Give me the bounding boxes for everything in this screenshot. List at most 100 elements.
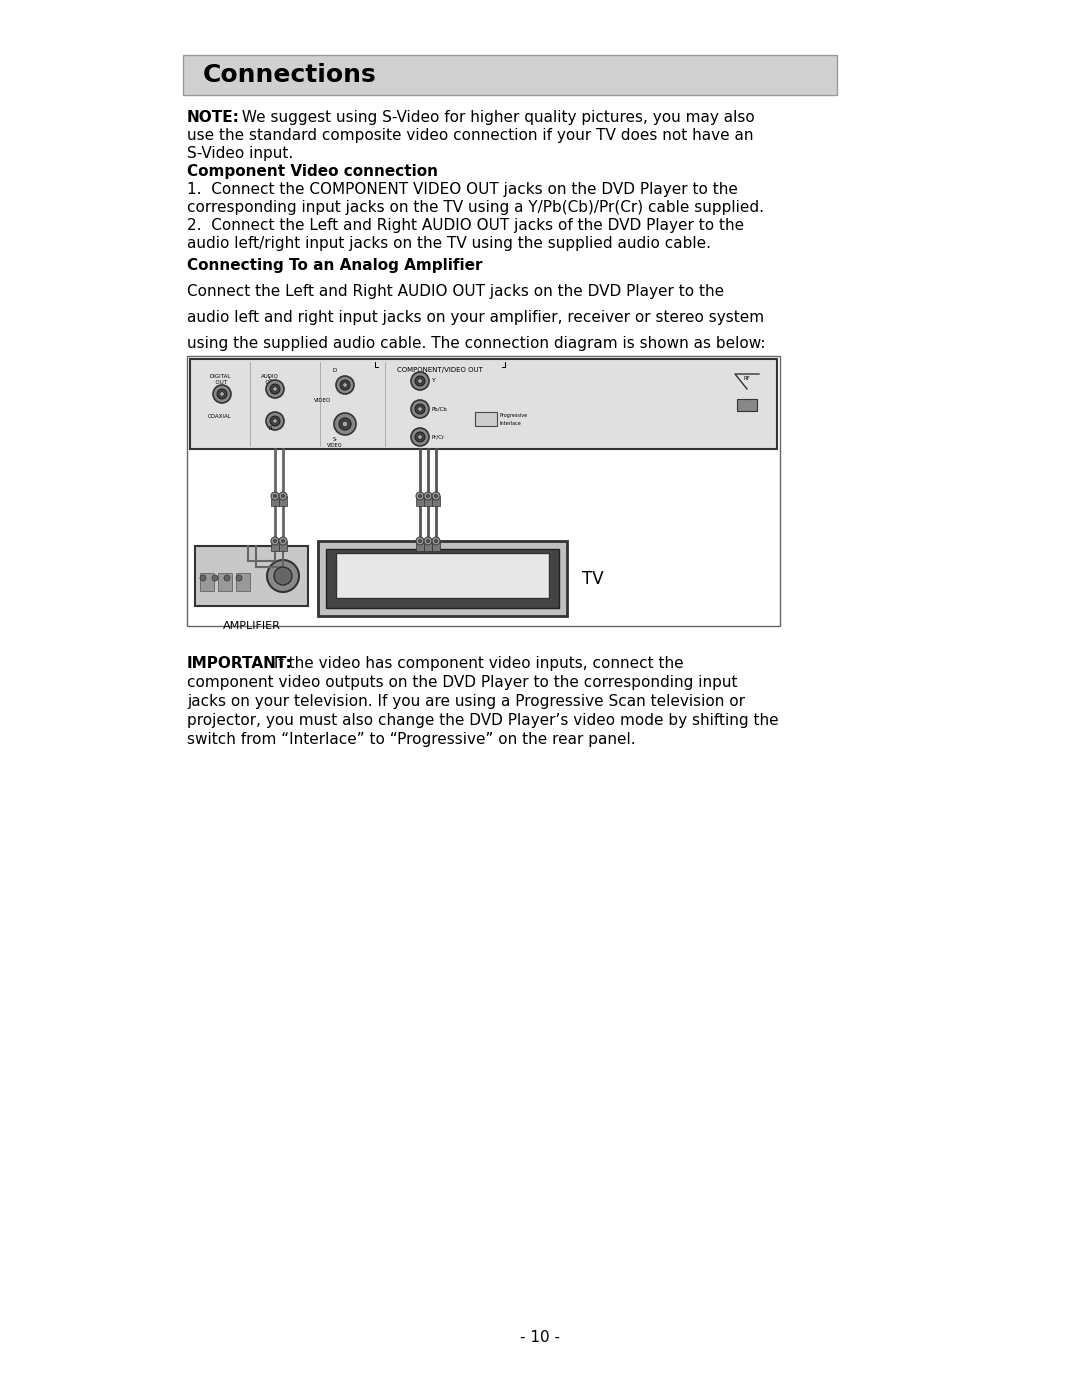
Bar [432,541,440,550]
Text: corresponding input jacks on the TV using a Y/Pb(Cb)/Pr(Cr) cable supplied.: corresponding input jacks on the TV usin… [187,200,764,215]
Circle shape [273,495,276,497]
Text: RF: RF [743,377,751,381]
Circle shape [270,416,280,426]
Bar [271,541,279,550]
Circle shape [273,387,278,391]
Circle shape [282,539,285,542]
Text: - 10 -: - 10 - [519,1330,561,1345]
Text: switch from “Interlace” to “Progressive” on the rear panel.: switch from “Interlace” to “Progressive”… [187,732,636,747]
Bar [190,359,777,448]
Circle shape [424,536,432,545]
Text: AMPLIFIER: AMPLIFIER [222,622,281,631]
Circle shape [279,536,287,545]
Text: Connections: Connections [203,63,377,87]
Bar [336,553,549,598]
Text: 2.  Connect the Left and Right AUDIO OUT jacks of the DVD Player to the: 2. Connect the Left and Right AUDIO OUT … [187,218,744,233]
Text: NOTE:: NOTE: [187,110,240,124]
Circle shape [224,576,230,581]
Circle shape [424,492,432,500]
Circle shape [279,492,287,500]
Circle shape [415,404,424,414]
Text: jacks on your television. If you are using a Progressive Scan television or: jacks on your television. If you are usi… [187,694,745,710]
Text: component video outputs on the DVD Player to the corresponding input: component video outputs on the DVD Playe… [187,675,738,690]
Bar [475,412,497,426]
Circle shape [273,419,278,423]
Circle shape [336,376,354,394]
Circle shape [418,434,422,439]
Text: IMPORTANT:: IMPORTANT: [187,657,293,671]
Circle shape [415,432,424,441]
Text: S-Video input.: S-Video input. [187,147,294,161]
Bar [416,541,424,550]
Bar [279,541,287,550]
Text: Component Video connection: Component Video connection [187,163,438,179]
Bar [326,549,559,608]
Circle shape [434,539,437,542]
Text: 1.  Connect the COMPONENT VIDEO OUT jacks on the DVD Player to the: 1. Connect the COMPONENT VIDEO OUT jacks… [187,182,738,197]
Text: Connecting To an Analog Amplifier: Connecting To an Analog Amplifier [187,258,483,272]
Text: Connect the Left and Right AUDIO OUT jacks on the DVD Player to the: Connect the Left and Right AUDIO OUT jac… [187,284,724,299]
Text: D: D [333,367,337,373]
Circle shape [266,412,284,430]
Text: Progressive: Progressive [499,414,527,418]
Text: S-
VIDEO: S- VIDEO [327,437,342,448]
Circle shape [432,536,440,545]
Text: We suggest using S-Video for higher quality pictures, you may also: We suggest using S-Video for higher qual… [237,110,755,124]
Text: audio left/right input jacks on the TV using the supplied audio cable.: audio left/right input jacks on the TV u… [187,236,711,251]
Bar [187,356,780,626]
Circle shape [271,536,279,545]
Bar [416,496,424,506]
Text: use the standard composite video connection if your TV does not have an: use the standard composite video connect… [187,129,754,142]
Text: TV: TV [582,570,604,588]
Circle shape [219,391,225,397]
Bar [195,546,308,606]
Bar [279,496,287,506]
Text: R: R [268,426,272,432]
Bar [737,400,757,411]
Text: Y: Y [432,379,436,384]
Bar [237,573,249,591]
Circle shape [334,414,356,434]
Circle shape [271,492,279,500]
Circle shape [432,492,440,500]
Circle shape [267,560,299,592]
Text: projector, you must also change the DVD Player’s video mode by shifting the: projector, you must also change the DVD … [187,712,779,728]
Text: DIGITAL
  OUT: DIGITAL OUT [210,374,231,384]
Text: AUDIO
  OUT: AUDIO OUT [261,374,279,384]
Bar [183,54,837,95]
Bar [432,496,440,506]
Text: COMPONENT/VIDEO OUT: COMPONENT/VIDEO OUT [397,367,483,373]
Text: VIDEO: VIDEO [314,398,332,404]
Circle shape [416,492,424,500]
Circle shape [270,384,280,394]
Circle shape [237,576,242,581]
Bar [218,573,232,591]
Bar [271,496,279,506]
Circle shape [411,427,429,446]
Text: Pb/Cb: Pb/Cb [432,407,448,412]
Circle shape [340,380,350,390]
Text: Pr/Cr: Pr/Cr [432,434,445,440]
Circle shape [273,539,276,542]
Circle shape [411,372,429,390]
Circle shape [415,376,424,386]
Circle shape [342,422,348,426]
Circle shape [217,388,227,400]
Circle shape [418,539,421,542]
Circle shape [411,400,429,418]
Text: L: L [269,376,271,381]
Text: Interlace: Interlace [499,420,521,426]
Circle shape [434,495,437,497]
Bar [424,496,432,506]
Bar [318,541,567,616]
Circle shape [212,576,218,581]
Circle shape [342,383,348,387]
Text: using the supplied audio cable. The connection diagram is shown as below:: using the supplied audio cable. The conn… [187,337,766,351]
Bar [424,541,432,550]
Bar [200,573,214,591]
Circle shape [418,407,422,411]
Text: COAXIAL: COAXIAL [208,414,232,419]
Circle shape [418,379,422,383]
Text: audio left and right input jacks on your amplifier, receiver or stereo system: audio left and right input jacks on your… [187,310,765,326]
Circle shape [427,539,430,542]
